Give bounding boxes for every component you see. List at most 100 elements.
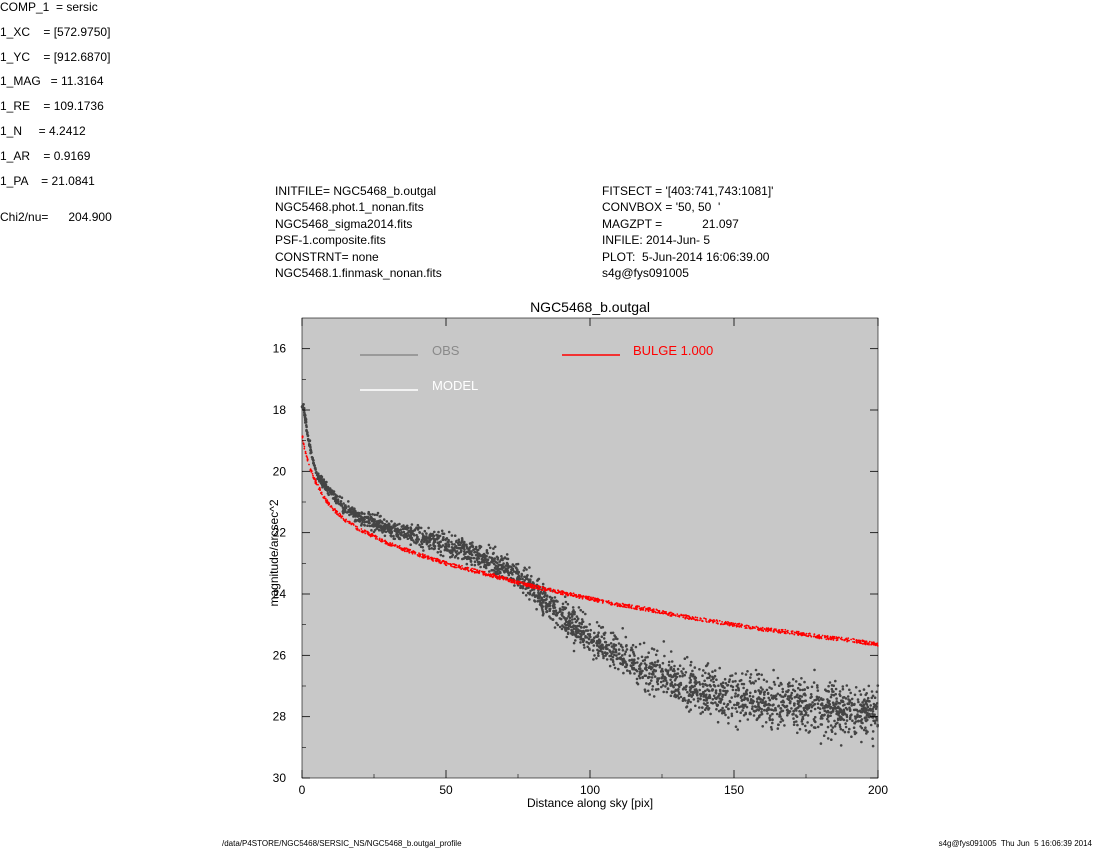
obs-point — [507, 573, 511, 577]
obs-point — [715, 678, 718, 681]
legend-label: MODEL — [432, 378, 478, 393]
bulge-model-point — [554, 590, 557, 593]
obs-point — [488, 563, 491, 566]
obs-point — [326, 485, 330, 489]
obs-point — [713, 696, 717, 700]
bulge-model-point — [450, 563, 453, 566]
obs-point — [650, 676, 654, 679]
obs-point — [453, 543, 456, 546]
bulge-model-point — [836, 637, 839, 640]
obs-point — [821, 698, 824, 702]
obs-point — [698, 683, 702, 686]
obs-point — [706, 701, 709, 705]
bulge-model-point — [670, 613, 673, 616]
obs-point — [723, 686, 726, 689]
obs-point — [676, 667, 680, 671]
obs-point — [493, 545, 497, 549]
obs-point — [398, 522, 401, 526]
obs-point — [670, 690, 674, 693]
bulge-model-point — [636, 608, 638, 611]
bulge-model-point — [826, 635, 829, 637]
bulge-model-point — [592, 597, 595, 599]
footer-file-path: /data/P4STORE/NGC5468/SERSIC_NS/NGC5468_… — [222, 839, 462, 848]
obs-point — [774, 694, 778, 697]
obs-point — [791, 684, 794, 688]
bulge-model-point — [546, 588, 548, 591]
obs-point — [479, 554, 483, 558]
obs-point — [774, 708, 778, 712]
bulge-model-point — [314, 478, 316, 480]
bulge-model-point — [864, 641, 867, 644]
bulge-model-point — [529, 583, 532, 586]
bulge-model-point — [688, 615, 691, 618]
obs-point — [812, 681, 816, 684]
bulge-model-point — [578, 597, 581, 599]
bulge-model-point — [832, 637, 835, 640]
obs-point — [599, 649, 602, 653]
bulge-model-point — [477, 570, 479, 573]
obs-point — [462, 553, 466, 556]
obs-point — [662, 679, 665, 683]
bulge-model-point — [753, 626, 755, 629]
obs-point — [768, 698, 772, 702]
bulge-model-point — [578, 595, 581, 597]
obs-point — [606, 652, 609, 655]
obs-point — [736, 694, 739, 698]
y-tick-label: 24 — [273, 587, 287, 601]
obs-point — [300, 405, 304, 408]
bulge-model-point — [559, 593, 562, 596]
obs-point — [373, 513, 377, 517]
bulge-model-point — [572, 592, 575, 595]
obs-point — [638, 642, 642, 646]
obs-point — [621, 654, 624, 657]
obs-point — [752, 700, 755, 703]
obs-point — [780, 717, 783, 721]
obs-point — [580, 637, 584, 641]
obs-point — [634, 645, 638, 649]
header-left-line: CONSTRNT= none — [275, 249, 379, 264]
header-mid-line: PLOT: 5-Jun-2014 16:06:39.00 — [602, 249, 770, 264]
x-tick-label: 150 — [724, 783, 744, 797]
obs-point — [668, 674, 671, 678]
obs-point — [693, 666, 697, 669]
bulge-model-point — [810, 635, 813, 638]
obs-point — [636, 657, 640, 660]
obs-point — [865, 716, 868, 719]
obs-point — [699, 697, 702, 701]
obs-point — [646, 676, 650, 680]
obs-point — [786, 695, 790, 698]
bulge-model-point — [533, 584, 536, 586]
obs-point — [691, 673, 694, 677]
obs-point — [317, 479, 321, 482]
obs-point — [813, 699, 816, 702]
obs-point — [869, 704, 872, 707]
obs-point — [698, 688, 701, 692]
obs-point — [448, 549, 452, 552]
obs-point — [381, 531, 384, 534]
obs-point — [601, 643, 604, 647]
obs-point — [511, 563, 515, 566]
obs-point — [792, 717, 795, 720]
bulge-model-point — [607, 600, 610, 602]
obs-point — [689, 680, 692, 684]
obs-point — [815, 695, 819, 699]
obs-point — [706, 662, 710, 665]
obs-point — [667, 663, 671, 667]
obs-point — [765, 708, 769, 711]
obs-point — [728, 678, 731, 681]
bulge-model-point — [680, 614, 683, 617]
obs-point — [610, 652, 613, 656]
obs-point — [685, 705, 689, 708]
bulge-model-point — [507, 578, 509, 581]
obs-point — [775, 697, 778, 701]
obs-point — [313, 464, 317, 468]
obs-point — [809, 693, 813, 696]
obs-point — [483, 554, 487, 557]
bulge-model-point — [567, 594, 570, 597]
bulge-model-point — [686, 615, 688, 617]
obs-point — [844, 706, 848, 710]
obs-point — [686, 690, 689, 694]
obs-point — [790, 697, 794, 700]
obs-point — [739, 696, 743, 699]
obs-point — [386, 529, 390, 533]
